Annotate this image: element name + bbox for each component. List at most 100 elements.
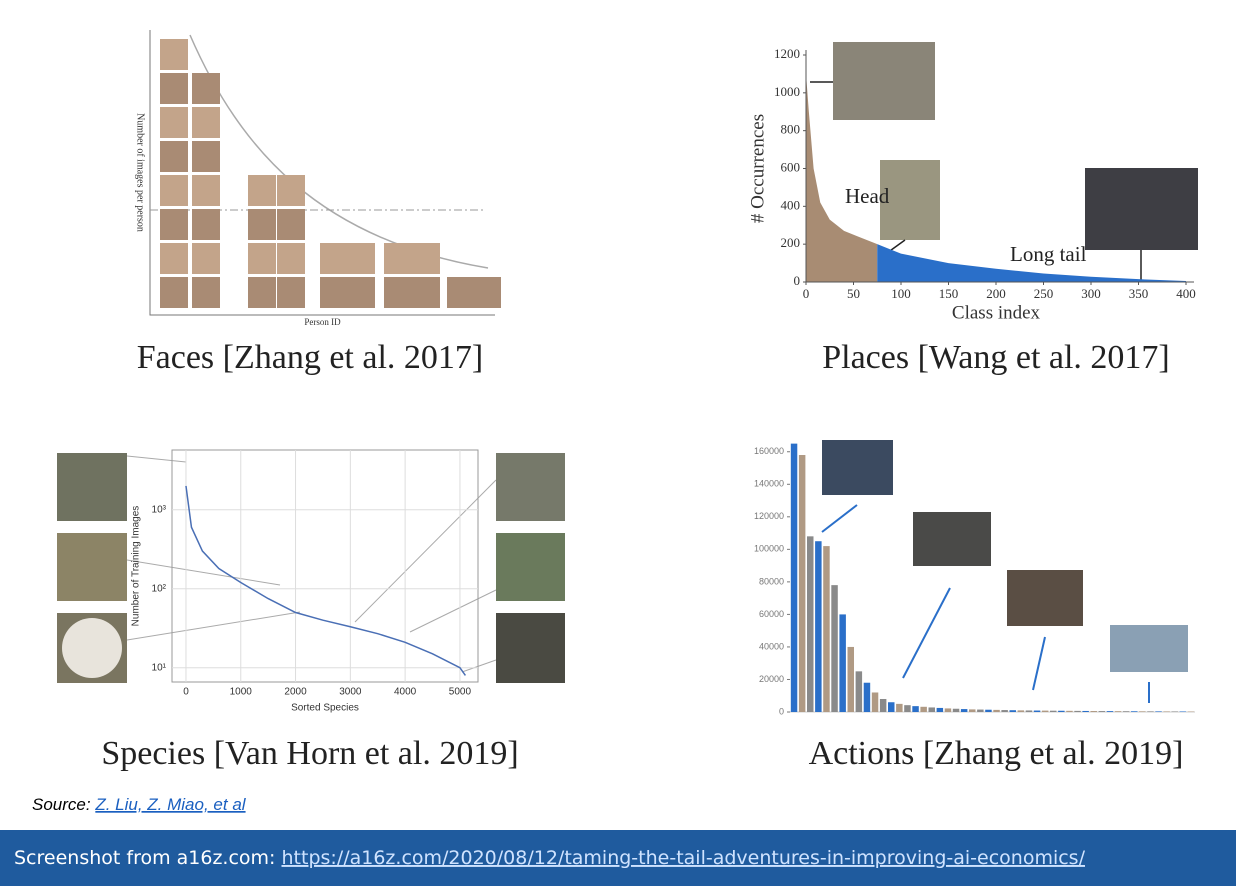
face-photo [277,209,305,240]
face-photo [412,277,440,308]
y-tick-label: 100000 [754,544,784,554]
x-tick-label: 5000 [449,687,472,698]
x-tick-label: 250 [1034,286,1054,301]
y-tick-label: 10¹ [152,662,167,673]
face-photo [248,175,276,206]
face-photo [248,243,276,274]
bar [815,541,822,712]
photo-detail [62,618,122,678]
face-photo [192,277,220,308]
y-tick-label: 0 [779,706,784,716]
bar [904,705,911,712]
bar [1171,711,1178,712]
y-tick-label: 80000 [759,576,784,586]
y-tick-label: 800 [781,122,801,137]
bar [1001,710,1008,712]
bar [823,546,830,712]
bar [1074,710,1081,712]
face-photo [160,107,188,138]
face-photo [192,175,220,206]
face-photo [160,277,188,308]
x-tick-label: 0 [803,286,810,301]
bar [1098,711,1106,712]
x-tick-label: 300 [1081,286,1101,301]
bar [960,709,968,712]
bar [847,646,854,712]
y-tick-label: 200 [781,235,801,250]
x-axis-label: Person ID [304,317,341,327]
bar [1033,710,1041,712]
y-tick-label: 10² [152,583,167,594]
bar [977,709,984,712]
source: Source: Z. Liu, Z. Miao, et al [32,795,247,814]
y-tick-label: 120000 [754,511,784,521]
y-axis-label: # Occurrences [748,114,769,223]
photo [496,613,565,683]
bar [1050,710,1057,712]
photo [1007,570,1083,626]
y-tick-label: 160000 [754,446,784,456]
bar [1090,711,1097,712]
x-tick-label: 150 [939,286,959,301]
face-photo [320,243,348,274]
caption: Actions [Zhang et al. 2019] [809,735,1184,772]
bar [1066,710,1073,712]
bar [944,708,952,712]
bar [1179,711,1187,712]
y-tick-label: 400 [781,197,801,212]
bar [839,614,846,712]
bar [1139,711,1146,712]
bar [1017,710,1025,712]
bar [1058,710,1065,712]
x-axis-label: Class index [952,302,1041,323]
photo [496,453,565,521]
face-photo [192,141,220,172]
y-tick-label: 20000 [759,674,784,684]
x-tick-label: 100 [891,286,911,301]
y-tick-label: 1200 [774,46,800,61]
y-tick-label: 40000 [759,641,784,651]
bar [1106,711,1114,712]
bar [1009,710,1016,712]
source-link[interactable]: Z. Liu, Z. Miao, et al [94,795,246,814]
bar [807,536,814,712]
footer-label: Screenshot from a16z.com: [14,847,275,869]
y-tick-label: 600 [781,159,801,174]
bar [1082,710,1089,712]
arrows [821,504,1150,703]
footer-url[interactable]: https://a16z.com/2020/08/12/taming-the-t… [282,847,1086,869]
connectors [126,455,497,673]
face-photo [347,243,375,274]
face-photo [160,39,188,70]
face-photo [473,277,501,308]
caption: Faces [Zhang et al. 2017] [137,339,484,376]
x-tick-label: 3000 [339,687,362,698]
bar [855,671,863,712]
series-label: Long tail [1010,242,1087,266]
bar [936,707,944,712]
x-tick-label: 350 [1129,286,1149,301]
x-tick-label: 400 [1176,286,1196,301]
y-tick-label: 10³ [152,504,167,515]
x-tick-label: 200 [986,286,1006,301]
bar [798,455,806,712]
bar [1041,710,1049,712]
bar [912,706,919,712]
face-photo [192,243,220,274]
photo [822,440,893,495]
photo [496,533,565,601]
area [877,244,1186,282]
face-photo [160,73,188,104]
bar [928,707,935,712]
photo [833,42,935,120]
face-photo [192,73,220,104]
photo [880,160,940,240]
x-tick-label: 4000 [394,687,417,698]
x-tick-label: 2000 [284,687,307,698]
face-photo [320,277,348,308]
source-label: Source: [32,795,91,814]
face-photo [384,277,412,308]
x-tick-label: 0 [183,687,189,698]
bar [952,708,960,712]
